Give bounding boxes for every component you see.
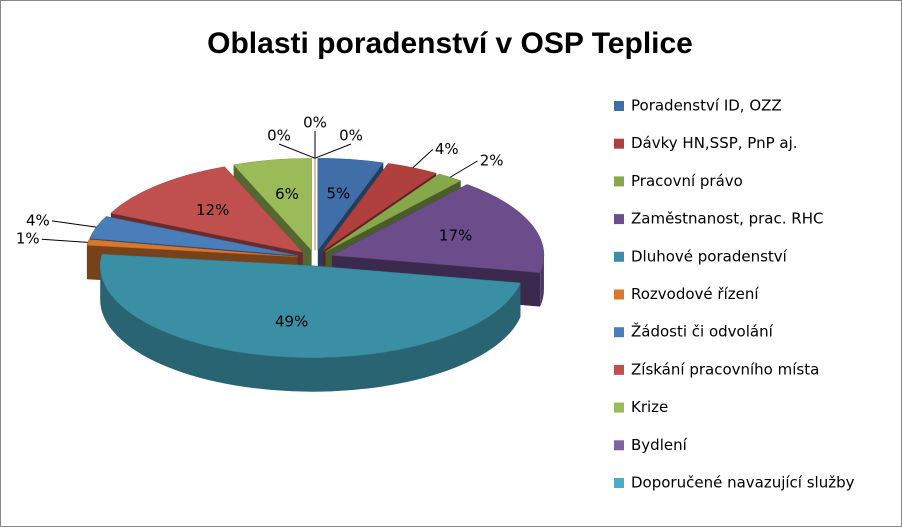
data-label: 0% bbox=[303, 114, 327, 132]
data-label: 4% bbox=[435, 140, 459, 158]
data-label: 5% bbox=[326, 184, 350, 202]
slice-top bbox=[89, 216, 298, 256]
legend-swatch bbox=[614, 214, 624, 225]
slice-side bbox=[100, 265, 521, 392]
slice-top bbox=[325, 173, 462, 252]
legend-label: Zaměstnanost, prac. RHC bbox=[631, 210, 823, 228]
leader-line bbox=[314, 143, 352, 159]
legend-swatch bbox=[614, 478, 624, 488]
legend-label: Dávky HN,SSP, PnP aj. bbox=[631, 134, 798, 152]
legend-label: Bydlení bbox=[631, 436, 688, 454]
legend-swatch bbox=[614, 327, 624, 338]
leader-line bbox=[449, 160, 478, 178]
slice-top bbox=[317, 158, 384, 252]
slice-top bbox=[110, 166, 304, 253]
data-label: 0% bbox=[267, 127, 291, 145]
slice-top bbox=[86, 239, 298, 258]
slice-top bbox=[322, 163, 437, 252]
data-label: 1% bbox=[16, 230, 40, 248]
data-label: 4% bbox=[26, 211, 50, 229]
legend-label: Dluhové poradenství bbox=[631, 247, 788, 265]
slice bbox=[99, 253, 521, 392]
legend-swatch bbox=[614, 289, 624, 300]
leader-line bbox=[41, 238, 88, 243]
chart-title: Oblasti poradenství v OSP Teplice bbox=[207, 27, 693, 60]
legend-swatch bbox=[614, 364, 624, 375]
data-label: 6% bbox=[275, 185, 299, 203]
legend-swatch bbox=[614, 176, 624, 187]
legend-label: Žádosti či odvolání bbox=[631, 322, 774, 341]
legend-swatch bbox=[614, 138, 624, 149]
leader-line bbox=[51, 220, 97, 228]
data-label: 49% bbox=[275, 313, 308, 331]
legend-label: Pracovní právo bbox=[631, 172, 743, 190]
slice-top bbox=[99, 253, 521, 358]
legend-swatch bbox=[614, 402, 624, 413]
legend-label: Krize bbox=[631, 398, 668, 416]
slice-top bbox=[233, 158, 312, 251]
data-label: 12% bbox=[196, 201, 229, 219]
data-label: 17% bbox=[439, 227, 472, 245]
legend-label: Poradenství ID, OZZ bbox=[631, 97, 782, 115]
legend-label: Doporučené navazující služby bbox=[631, 474, 855, 492]
slice-side bbox=[540, 255, 544, 307]
legend-swatch bbox=[614, 440, 624, 451]
data-label: 0% bbox=[339, 127, 363, 145]
legend-swatch bbox=[614, 101, 624, 111]
legend-swatch bbox=[614, 251, 624, 262]
data-label: 2% bbox=[480, 151, 504, 169]
slice-top bbox=[331, 184, 545, 273]
legend-label: Rozvodové řízení bbox=[631, 285, 759, 303]
legend-label: Získání pracovního místa bbox=[631, 360, 819, 378]
leader-line bbox=[278, 143, 316, 159]
leader-line bbox=[412, 149, 434, 169]
